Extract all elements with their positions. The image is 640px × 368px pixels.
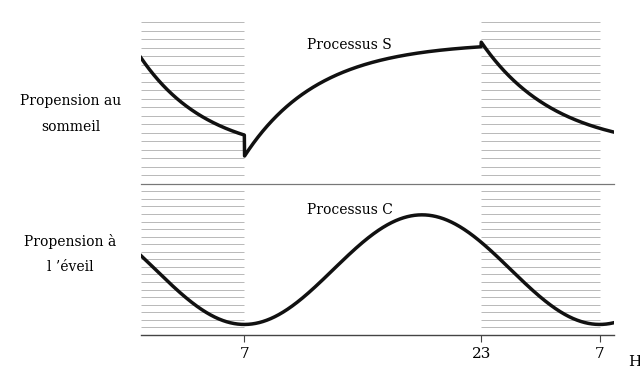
Text: l ’éveil: l ’éveil bbox=[47, 260, 93, 274]
Text: Propension au: Propension au bbox=[20, 94, 121, 108]
Text: Processus C: Processus C bbox=[307, 203, 392, 217]
Text: sommeil: sommeil bbox=[41, 120, 100, 134]
Text: Processus S: Processus S bbox=[307, 38, 391, 52]
Bar bbox=[481, 191, 600, 335]
Text: Propension à: Propension à bbox=[24, 234, 116, 248]
Bar bbox=[481, 22, 600, 184]
Text: Heures: Heures bbox=[628, 355, 640, 368]
Bar bbox=[141, 22, 244, 184]
Bar bbox=[141, 191, 244, 335]
